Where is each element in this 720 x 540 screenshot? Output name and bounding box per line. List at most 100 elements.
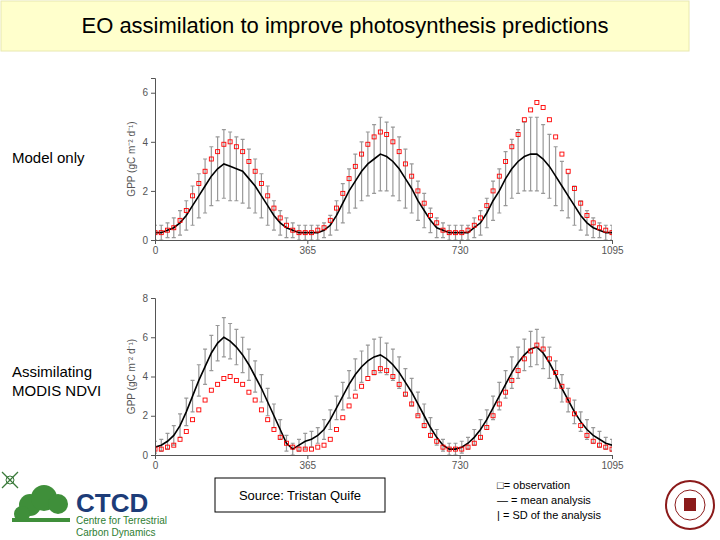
tick: 365 <box>299 455 316 471</box>
observation-point <box>491 414 495 418</box>
observation-point <box>529 349 533 353</box>
tick: 0 <box>142 450 155 461</box>
observations <box>155 101 612 235</box>
key-entry: | = SD of the analysis <box>497 509 602 521</box>
observation-point <box>541 347 545 351</box>
observation-point <box>585 213 589 217</box>
observations <box>155 343 612 451</box>
tick-mark <box>460 240 461 244</box>
observation-point <box>209 388 213 392</box>
tick: 8 <box>142 293 155 304</box>
observation-point <box>554 371 558 375</box>
tick: 730 <box>452 240 469 256</box>
observation-point <box>441 228 445 232</box>
observation-point <box>585 433 589 437</box>
observation-point <box>216 382 220 386</box>
observation-point <box>378 130 382 134</box>
observation-point <box>453 447 457 451</box>
observation-point <box>466 228 470 232</box>
observation-point <box>428 433 432 437</box>
observation-point <box>516 132 520 136</box>
observation-point <box>435 439 439 443</box>
observation-point <box>234 145 238 149</box>
observation-point <box>353 164 357 168</box>
observation-point <box>422 201 426 205</box>
axis-line <box>156 241 613 245</box>
observation-point <box>410 402 414 406</box>
observation-point <box>341 191 345 195</box>
observation-point <box>447 231 451 235</box>
observation-point <box>272 427 276 431</box>
observation-point <box>216 150 220 154</box>
observation-point <box>441 445 445 449</box>
axis-line <box>151 79 156 241</box>
observation-point <box>197 182 201 186</box>
tick: 2 <box>142 410 155 421</box>
observation-point <box>560 384 564 388</box>
tick-mark <box>151 93 155 94</box>
tick-label: 1095 <box>601 245 624 256</box>
observation-point <box>522 118 526 122</box>
logo-name: CTCD <box>76 488 148 518</box>
observation-point <box>191 418 195 422</box>
observation-point <box>529 108 533 112</box>
tick-label: 730 <box>452 460 469 471</box>
observation-point <box>416 189 420 193</box>
observation-point <box>397 150 401 154</box>
observation-point <box>178 218 182 222</box>
observation-point <box>228 375 232 379</box>
observation-point <box>460 447 464 451</box>
tick: 1095 <box>601 240 624 256</box>
source-box <box>215 478 385 512</box>
observation-point <box>335 206 339 210</box>
y-axis: 02468 <box>142 293 155 461</box>
observation-point <box>303 231 307 235</box>
plot-area <box>155 318 612 455</box>
observation-point <box>253 169 257 173</box>
observation-point <box>291 228 295 232</box>
observation-point <box>316 445 320 449</box>
observation-point <box>347 404 351 408</box>
logo-icon <box>2 472 18 488</box>
observation-point <box>597 443 601 447</box>
tick-mark <box>151 240 155 241</box>
tick-mark <box>612 455 613 459</box>
tick-label: 6 <box>142 87 148 98</box>
observation-point <box>159 231 163 235</box>
observation-point <box>485 426 489 430</box>
observation-point <box>284 441 288 445</box>
observation-point <box>203 169 207 173</box>
source-text: Source: Tristan Quife <box>239 488 361 503</box>
observation-point <box>191 194 195 198</box>
observation-point <box>278 435 282 439</box>
crest-ring <box>666 481 714 529</box>
observation-point <box>360 384 364 388</box>
observation-point <box>335 427 339 431</box>
observation-point <box>341 416 345 420</box>
observation-point <box>460 231 464 235</box>
observation-point <box>272 206 276 210</box>
logo: CTCDCentre for TerrestrialCarbon Dynamic… <box>2 472 167 538</box>
observation-point <box>360 152 364 156</box>
error-bar <box>460 441 464 453</box>
observation-point <box>253 398 257 402</box>
observation-point <box>222 142 226 146</box>
tick-label: 8 <box>142 293 148 304</box>
observation-point <box>366 376 370 380</box>
y-axis-title: GPP (gC m⁻² d⁻¹) <box>126 121 137 196</box>
slide: EO assimilation to improve photosynthesi… <box>0 0 720 540</box>
observation-point <box>403 162 407 166</box>
observation-point <box>291 445 295 449</box>
observation-point <box>604 445 608 449</box>
logo-text: Carbon Dynamics <box>76 527 155 538</box>
observation-point <box>510 378 514 382</box>
logo-text: Centre for Terrestrial <box>76 515 167 526</box>
tick: 6 <box>142 332 155 343</box>
observation-point <box>297 447 301 451</box>
observation-point <box>485 204 489 208</box>
logo-tree <box>48 494 68 514</box>
observation-point <box>266 194 270 198</box>
logo-icon <box>2 472 18 488</box>
tick-label: 6 <box>142 332 148 343</box>
observation-point <box>504 159 508 163</box>
